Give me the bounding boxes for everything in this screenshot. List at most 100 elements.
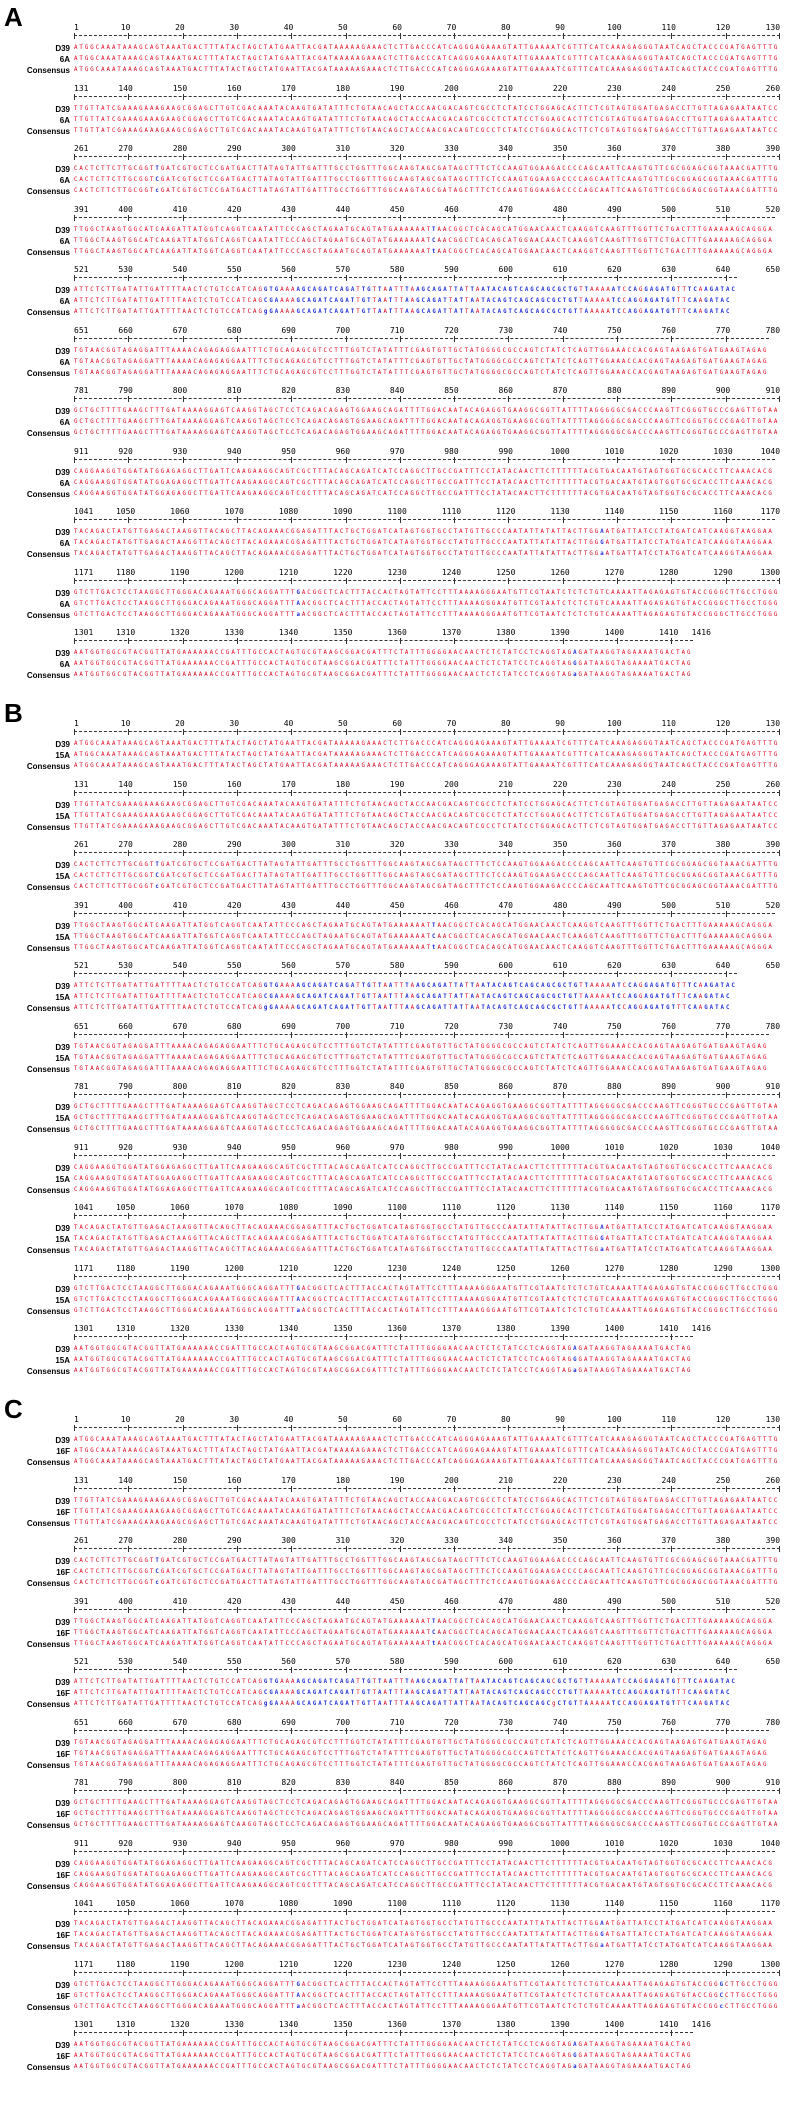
ruler-number: 970 (389, 446, 405, 456)
ruler-number: 980 (444, 1142, 459, 1152)
ruler-tick (508, 971, 510, 977)
ruler-number: 1350 (333, 1324, 353, 1333)
sequence-name: D39 (55, 1980, 70, 1990)
ruler-number: 920 (118, 446, 133, 456)
ruler-tick (291, 850, 293, 856)
ruler-number: 710 (389, 1021, 405, 1031)
ruler-number: 360 (607, 840, 622, 849)
ruler-number: 280 (172, 144, 188, 153)
consensus-row: Consensus AATGGTGGCGTACGGTTATGAAAAAACCGAT… (0, 1366, 786, 1377)
ruler-number: 400 (118, 204, 133, 214)
ruler-tick (128, 1092, 130, 1098)
ruler-tick (454, 971, 456, 977)
sequence-name: Consensus (26, 1185, 70, 1195)
ruler-number: 570 (335, 1657, 351, 1666)
ruler-number: 1171 (74, 1263, 94, 1273)
ruler-number: 670 (172, 1717, 188, 1727)
ruler-tick (508, 1909, 510, 1915)
ruler-tick (454, 577, 456, 584)
sequence-row: 6A CAGGAAGGTGGATATGGAGAGGCTTGATTCAAGAAGGC… (0, 478, 786, 489)
ruler-tick (345, 456, 347, 463)
sequence-text: ATGGCAAATAAAGCAGTAAATGACTTTATACTAGCTATGA… (74, 741, 780, 747)
ruler-tick (128, 1546, 130, 1552)
ruler-tick (182, 396, 184, 402)
consensus-row: Consensus CAGGAAGGTGGATATGGAGAGGCTTGATTCA… (0, 1881, 786, 1892)
sequence-row: D39 ATGGCAAATAAAGCAGTAAATGACTTTATACTAGCTA… (0, 739, 786, 750)
ruler-tick (74, 910, 75, 917)
ruler-number: 1130 (550, 1899, 570, 1908)
ruler-tick (399, 1909, 401, 1915)
ruler-tick (345, 1152, 347, 1159)
sequence-name: Consensus (26, 1518, 70, 1528)
ruler-numbers: 261 270 280 290 300 310 320 330 340 350 360 370 380 3… (74, 839, 780, 851)
sequence-text: GCTGCTTTTGAAGCTTTGATAAAAGGAGTCAAGGTAGCTC… (74, 1126, 780, 1132)
sequence-name: 6A (59, 357, 70, 367)
ruler-tick (74, 850, 75, 856)
ruler-number: 1410 (659, 628, 679, 637)
ruler-number: 1160 (713, 507, 733, 516)
consensus-row: Consensus ATGGCAAATAAAGCAGTAAATGACTTTATAC… (0, 65, 786, 76)
ruler-number: 360 (607, 1536, 622, 1545)
sequence-row: 6A ATTCTCTTGATATTGATTTTAACTCTGTCCATCAGCGA… (0, 296, 786, 307)
ruler-number: 1200 (224, 567, 244, 577)
ruler-tick (508, 93, 510, 100)
ruler-tick (182, 1667, 184, 1673)
ruler-tick (671, 1425, 673, 1431)
sequence-text: TTGTTATCGAAAGAAAGAAGCGGAGCTTGTCGACAAATAC… (74, 1519, 780, 1526)
ruler-number: 590 (444, 1657, 459, 1666)
ruler-number: 1010 (604, 446, 625, 456)
sequence-row: 16F CAGGAAGGTGGATATGGAGAGGCTTGATTCAAGAAGG… (0, 1870, 786, 1881)
ruler-number: 960 (335, 1838, 351, 1848)
sequence-text: CAGGAAGGTGGATATGGAGAGGCTTGATTCAAGAAGGCAG… (74, 1186, 774, 1193)
ruler-number: 1416 (691, 2020, 711, 2029)
ruler-line (74, 396, 780, 405)
ruler-tick (291, 335, 293, 342)
sequence-text: TACAGACTATGTTGAGACTAAGGTTACAGCTTACAGAAAC… (74, 540, 774, 546)
sequence-name: Consensus (26, 1125, 70, 1134)
ruler-number: 700 (335, 1717, 351, 1727)
ruler-number: 1000 (550, 1142, 570, 1152)
ruler-number: 180 (335, 1475, 351, 1485)
ruler-number: 570 (335, 265, 351, 274)
ruler-number: 250 (715, 779, 731, 789)
ruler-tick (779, 1546, 780, 1552)
ruler-line (74, 214, 775, 224)
ruler-tick (182, 638, 184, 644)
ruler-tick (671, 971, 673, 977)
ruler-tick (508, 1425, 510, 1431)
ruler-number: 70 (446, 1415, 457, 1424)
ruler-tick (399, 910, 401, 917)
sequence-name: Consensus (26, 610, 70, 620)
ruler-number: 850 (444, 1778, 459, 1787)
ruler-number: 950 (281, 446, 296, 456)
ruler-number: 90 (555, 23, 565, 32)
ruler-tick (725, 1152, 727, 1159)
ruler-number: 490 (607, 204, 622, 214)
ruler-number: 690 (281, 1021, 296, 1031)
sequence-text: TACAGACTATGTTGAGACTAAGGTTACAGCTTACAGAAAC… (74, 1236, 774, 1242)
ruler-number: 890 (661, 1082, 676, 1091)
ruler-tick (74, 93, 75, 100)
ruler-tick (182, 1969, 184, 1976)
ruler-tick (236, 729, 238, 735)
ruler-number: 1110 (441, 1899, 462, 1908)
ruler-tick (345, 1273, 347, 1280)
sequence-text: TTGTTATCGAAAGAAAGAAGCGGAGCTTGTCGACAAATAC… (74, 105, 780, 112)
ruler-tick (182, 517, 184, 523)
consensus-row: Consensus TGTAACGGTAGAGGATTTAAAACAGAGAGGA… (0, 1760, 786, 1771)
sequence-name: D39 (55, 165, 70, 174)
ruler-tick (562, 275, 564, 281)
sequence-name: Consensus (26, 550, 70, 559)
ruler-line (74, 1092, 780, 1101)
ruler-tick (454, 638, 456, 644)
ruler-tick (236, 1667, 238, 1673)
sequence-name: Consensus (26, 1579, 70, 1588)
ruler-tick (454, 154, 456, 160)
ruler-tick (182, 93, 184, 100)
ruler-tick (562, 638, 564, 644)
sequence-row: 15A GCTGCTTTTGAAGCTTTGATAAAAGGAGTCAAGGTAG… (0, 1113, 786, 1124)
ruler-tick (671, 396, 673, 402)
ruler-number: 600 (498, 265, 513, 274)
ruler-number: 930 (172, 446, 188, 456)
ruler-tick (617, 1727, 619, 1734)
